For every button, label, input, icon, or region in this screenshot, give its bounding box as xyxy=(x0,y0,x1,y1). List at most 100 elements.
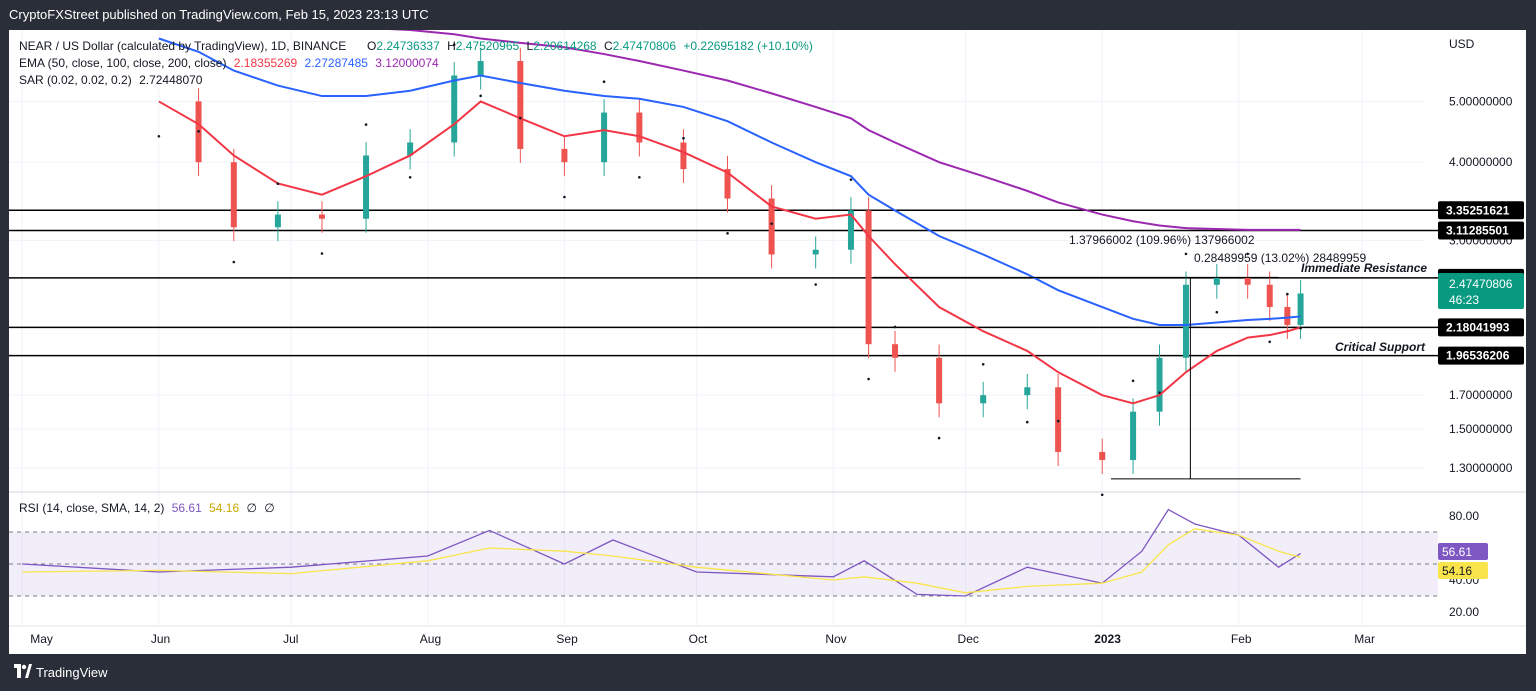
sar-readout: SAR (0.02, 0.02, 0.2) 2.72448070 xyxy=(19,73,203,87)
rsi-line xyxy=(22,508,1301,597)
level-tag-label: 3.11285501 xyxy=(1446,223,1509,237)
footer: TradingView xyxy=(0,655,1536,691)
candle-body xyxy=(1284,307,1291,325)
sar-dot xyxy=(1158,391,1161,394)
ema-lines xyxy=(158,24,1301,405)
sar-dot xyxy=(726,232,729,235)
candle-body xyxy=(230,162,237,228)
sar-dot xyxy=(937,436,941,440)
chart-frame[interactable]: NEAR / US Dollar (calculated by TradingV… xyxy=(9,24,1526,654)
sar-dot xyxy=(893,325,897,329)
price-tick-label: 4.00000000 xyxy=(1449,155,1513,169)
candle-body xyxy=(1055,387,1062,452)
sar-dot xyxy=(638,176,641,179)
time-label: Aug xyxy=(420,632,441,646)
time-label: Dec xyxy=(958,632,979,646)
critical-support-label: Critical Support xyxy=(1335,340,1426,354)
candle-body xyxy=(561,148,568,163)
sar-dot xyxy=(1131,379,1135,383)
ohlc-readout: O2.24736337 H2.47520965 L2.20614268 C2.4… xyxy=(367,39,813,53)
candle-body xyxy=(1130,411,1137,460)
candle-body xyxy=(1244,277,1251,285)
candle-body xyxy=(1156,357,1163,412)
sar-dot xyxy=(602,80,606,83)
sar-dot xyxy=(563,195,566,199)
publisher-header: CryptoFXStreet published on TradingView.… xyxy=(0,0,1536,30)
footer-brand: TradingView xyxy=(36,665,108,680)
candle-body xyxy=(274,214,281,228)
sar-dot xyxy=(408,176,412,179)
level-tag-box xyxy=(1438,346,1524,365)
rsi-value-tags: 56.61 54.16 xyxy=(1438,543,1488,579)
candle-body xyxy=(451,75,458,143)
sar-dot xyxy=(1056,419,1060,423)
sar-dot xyxy=(1215,310,1219,314)
price-tick-label: 5.00000000 xyxy=(1449,94,1513,108)
time-label: Nov xyxy=(825,632,846,646)
rsi-readout: RSI (14, close, SMA, 14, 2) 56.61 54.16 … xyxy=(19,501,275,515)
candle-body xyxy=(363,155,370,219)
publisher-line: CryptoFXStreet published on TradingView.… xyxy=(9,7,429,22)
candle-body xyxy=(1213,277,1220,285)
sar-dot xyxy=(981,363,985,366)
candle-body xyxy=(865,210,872,345)
rsi-tick-label: 20.00 xyxy=(1449,605,1479,619)
immediate-resistance-label: Immediate Resistance xyxy=(1301,261,1427,275)
sar-dot xyxy=(682,136,685,140)
candle-body xyxy=(1024,387,1031,396)
ema-line-1 xyxy=(158,100,1301,405)
level-tag-box xyxy=(1438,201,1524,220)
candles xyxy=(195,47,1304,474)
time-label: Sep xyxy=(556,632,578,646)
rsi-sma-tag: 54.16 xyxy=(1442,564,1472,578)
sar-dot xyxy=(276,182,280,186)
chart-canvas[interactable]: NEAR / US Dollar (calculated by TradingV… xyxy=(9,24,1526,654)
candle-body xyxy=(1182,284,1189,358)
candle-body xyxy=(477,61,484,76)
level-tag-label: 1.96536206 xyxy=(1446,349,1510,363)
measure-tool xyxy=(872,276,1301,480)
sar-dot xyxy=(1025,420,1029,424)
sar-dot xyxy=(157,134,161,138)
measure-label-2: 0.28489959 (13.02%) 28489959 xyxy=(1194,251,1366,265)
sar-dot xyxy=(1246,252,1249,256)
level-tag-box xyxy=(1438,318,1524,337)
time-label: Feb xyxy=(1231,632,1252,646)
price-axis-ticks: 5.000000004.000000003.000000001.70000000… xyxy=(1449,94,1513,475)
candle-body xyxy=(517,61,524,149)
bar-countdown: 46:23 xyxy=(1449,293,1479,307)
sar-dot xyxy=(1299,326,1302,330)
price-tick-label: 1.50000000 xyxy=(1449,422,1513,436)
candle-body xyxy=(1266,284,1273,308)
sar-dot xyxy=(320,252,324,255)
time-label: 2023 xyxy=(1094,632,1121,646)
rsi-tick-label: 80.00 xyxy=(1449,509,1479,523)
candle-body xyxy=(1099,451,1106,460)
sar-dot xyxy=(232,260,236,264)
sar-dot xyxy=(1268,340,1272,344)
sar-dot xyxy=(849,178,853,181)
candle-body xyxy=(847,210,854,250)
time-label: May xyxy=(30,632,53,646)
sar-dot xyxy=(1100,493,1104,497)
sar-dot xyxy=(1184,252,1188,256)
currency-label: USD xyxy=(1449,37,1475,51)
sar-dot xyxy=(197,130,200,133)
candle-body xyxy=(636,112,643,143)
sar-dot xyxy=(770,222,773,225)
time-label: Oct xyxy=(689,632,708,646)
sar-dot xyxy=(364,123,368,126)
candle-body xyxy=(768,198,775,255)
candle-body xyxy=(980,395,987,404)
candle-body xyxy=(601,112,608,163)
time-axis: May Jun Jul Aug Sep Oct Nov Dec 2023 Feb Mar xyxy=(30,632,1375,646)
horizontal-levels xyxy=(9,209,1438,357)
measure-label-1: 1.37966002 (109.96%) 137966002 xyxy=(1069,233,1255,247)
rsi-value-tag: 56.61 xyxy=(1442,545,1472,559)
candle-body xyxy=(936,357,943,404)
level-tag-label: 3.35251621 xyxy=(1446,203,1510,217)
candle-body xyxy=(724,169,731,199)
level-tag-box xyxy=(1438,221,1524,240)
level-tag-label: 2.18041993 xyxy=(1446,320,1510,334)
sar-dot xyxy=(519,116,522,120)
